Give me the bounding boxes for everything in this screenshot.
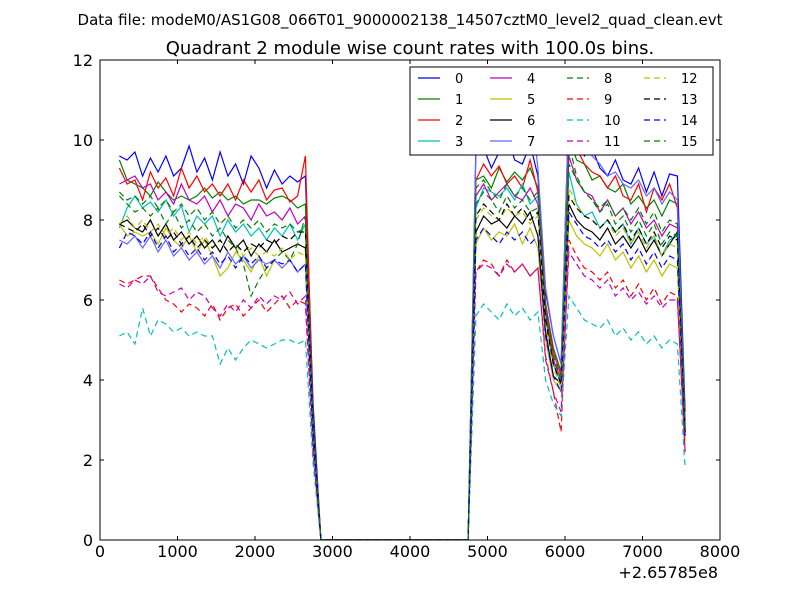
x-tick-label: 6000 (545, 542, 586, 561)
y-tick-label: 12 (73, 51, 93, 70)
series-line-3 (118, 171, 686, 540)
series-line-1 (118, 135, 686, 540)
axes-layer: 0 1000 2000 3000 4000 5000 6000 7000 80000246810… (73, 51, 741, 561)
legend-label-14: 14 (681, 114, 698, 129)
y-tick-label: 2 (83, 451, 93, 470)
series-line-2 (118, 127, 686, 540)
x-tick-label: 7000 (622, 542, 663, 561)
series-line-15 (118, 163, 686, 540)
legend-label-4: 4 (527, 72, 535, 87)
chart-suptitle: Data file: modeM0/AS1G08_066T01_90000021… (78, 11, 723, 30)
legend-label-8: 8 (604, 72, 612, 87)
y-tick-label: 0 (83, 531, 93, 550)
series-line-14 (118, 210, 686, 540)
legend-label-10: 10 (604, 114, 621, 129)
chart-title: Quadrant 2 module wise count rates with … (166, 38, 655, 59)
legend-label-5: 5 (527, 93, 535, 108)
x-tick-label: 8000 (700, 542, 741, 561)
legend-label-15: 15 (681, 135, 698, 150)
x-tick-label: 0 (95, 542, 105, 561)
legend-label-1: 1 (455, 93, 463, 108)
x-tick-label: 5000 (467, 542, 508, 561)
x-offset-label: +2.65785e8 (618, 563, 718, 582)
series-line-4 (119, 155, 686, 540)
series-layer (118, 95, 686, 540)
legend-label-0: 0 (455, 72, 463, 87)
legend-label-6: 6 (527, 114, 535, 129)
series-line-6 (119, 203, 686, 540)
legend-label-12: 12 (681, 72, 698, 87)
legend-label-11: 11 (604, 135, 621, 150)
legend-label-13: 13 (681, 93, 698, 108)
legend-label-9: 9 (604, 93, 612, 108)
legend-frame (409, 66, 714, 156)
y-tick-label: 8 (83, 211, 93, 230)
y-tick-label: 4 (83, 371, 93, 390)
legend-label-7: 7 (527, 135, 535, 150)
x-tick-label: 2000 (235, 542, 276, 561)
x-tick-label: 3000 (312, 542, 353, 561)
series-line-11 (119, 250, 686, 540)
x-tick-label: 1000 (157, 542, 198, 561)
series-line-13 (119, 194, 686, 540)
series-line-5 (118, 219, 686, 540)
legend-label-3: 3 (455, 135, 463, 150)
series-line-9 (119, 239, 686, 540)
x-tick-label: 4000 (390, 542, 431, 561)
y-tick-label: 6 (83, 291, 93, 310)
y-tick-label: 10 (73, 131, 93, 150)
legend-label-2: 2 (455, 114, 463, 129)
